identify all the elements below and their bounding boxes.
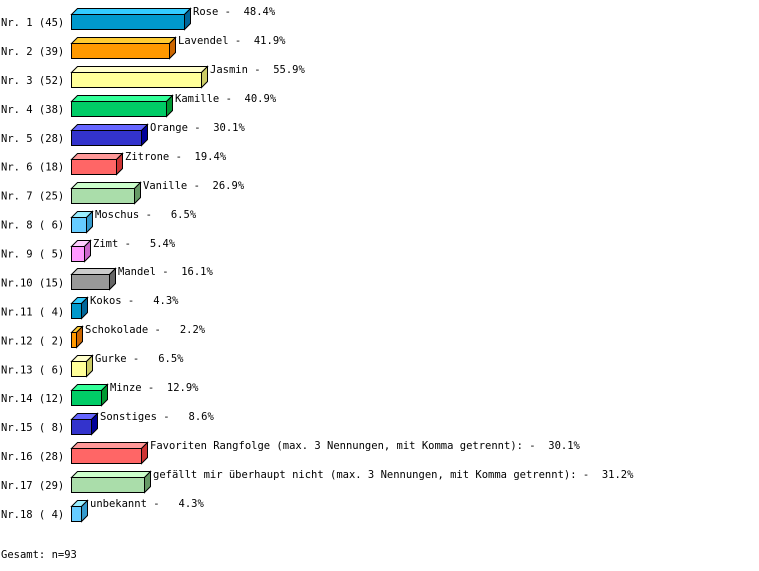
category-label: Nr.13 ( 6) bbox=[1, 364, 64, 376]
data-label: Orange - 30.1% bbox=[150, 122, 246, 134]
bar bbox=[71, 246, 85, 262]
data-label: Rose - 48.4% bbox=[193, 6, 276, 18]
bar-top bbox=[70, 153, 124, 160]
category-label: Nr. 1 (45) bbox=[1, 17, 64, 29]
bar-top bbox=[70, 471, 152, 478]
bar bbox=[71, 332, 77, 348]
category-label: Nr.16 (28) bbox=[1, 451, 64, 463]
bar bbox=[71, 448, 142, 464]
data-label: Zitrone - 19.4% bbox=[125, 151, 227, 163]
bar bbox=[71, 390, 102, 406]
data-label: Mandel - 16.1% bbox=[118, 266, 214, 278]
bar bbox=[71, 506, 82, 522]
bar-top bbox=[70, 268, 117, 275]
bar-top bbox=[70, 95, 174, 102]
data-label: Gurke - 6.5% bbox=[95, 353, 184, 365]
bar bbox=[71, 159, 117, 175]
bar bbox=[71, 303, 82, 319]
bar-top bbox=[70, 37, 177, 44]
data-label: Kokos - 4.3% bbox=[90, 295, 179, 307]
bar-top bbox=[70, 66, 209, 73]
bar bbox=[71, 477, 145, 493]
bar bbox=[71, 419, 92, 435]
data-label: Schokolade - 2.2% bbox=[85, 324, 206, 336]
category-label: Nr. 4 (38) bbox=[1, 104, 64, 116]
data-label: Vanille - 26.9% bbox=[143, 180, 245, 192]
category-label: Nr.17 (29) bbox=[1, 480, 64, 492]
category-label: Nr.12 ( 2) bbox=[1, 335, 64, 347]
category-label: Nr. 5 (28) bbox=[1, 133, 64, 145]
category-label: Nr. 8 ( 6) bbox=[1, 220, 64, 232]
bar-top bbox=[70, 8, 192, 15]
bar bbox=[71, 101, 167, 117]
bar bbox=[71, 43, 170, 59]
category-label: Nr. 3 (52) bbox=[1, 75, 64, 87]
category-label: Nr.10 (15) bbox=[1, 277, 64, 289]
data-label: Sonstiges - 8.6% bbox=[100, 411, 214, 423]
bar-top bbox=[70, 442, 149, 449]
category-label: Nr. 9 ( 5) bbox=[1, 249, 64, 261]
category-label: Nr.14 (12) bbox=[1, 393, 64, 405]
data-label: Moschus - 6.5% bbox=[95, 209, 197, 221]
data-label: Favoriten Rangfolge (max. 3 Nennungen, m… bbox=[150, 440, 581, 452]
bar bbox=[71, 188, 135, 204]
category-label: Nr. 6 (18) bbox=[1, 162, 64, 174]
category-label: Nr. 2 (39) bbox=[1, 46, 64, 58]
bar bbox=[71, 14, 185, 30]
bar-top bbox=[70, 182, 142, 189]
category-label: Nr. 7 (25) bbox=[1, 191, 64, 203]
category-label: Nr.18 ( 4) bbox=[1, 509, 64, 521]
category-label: Nr.15 ( 8) bbox=[1, 422, 64, 434]
data-label: gefällt mir überhaupt nicht (max. 3 Nenn… bbox=[153, 469, 634, 481]
bar bbox=[71, 72, 202, 88]
bar bbox=[71, 217, 87, 233]
data-label: unbekannt - 4.3% bbox=[90, 498, 204, 510]
bar bbox=[71, 361, 87, 377]
category-label: Nr.11 ( 4) bbox=[1, 306, 64, 318]
data-label: Minze - 12.9% bbox=[110, 382, 199, 394]
data-label: Lavendel - 41.9% bbox=[178, 35, 286, 47]
bar-top bbox=[70, 124, 149, 131]
data-label: Jasmin - 55.9% bbox=[210, 64, 306, 76]
bar bbox=[71, 130, 142, 146]
bar bbox=[71, 274, 110, 290]
data-label: Zimt - 5.4% bbox=[93, 238, 176, 250]
data-label: Kamille - 40.9% bbox=[175, 93, 277, 105]
